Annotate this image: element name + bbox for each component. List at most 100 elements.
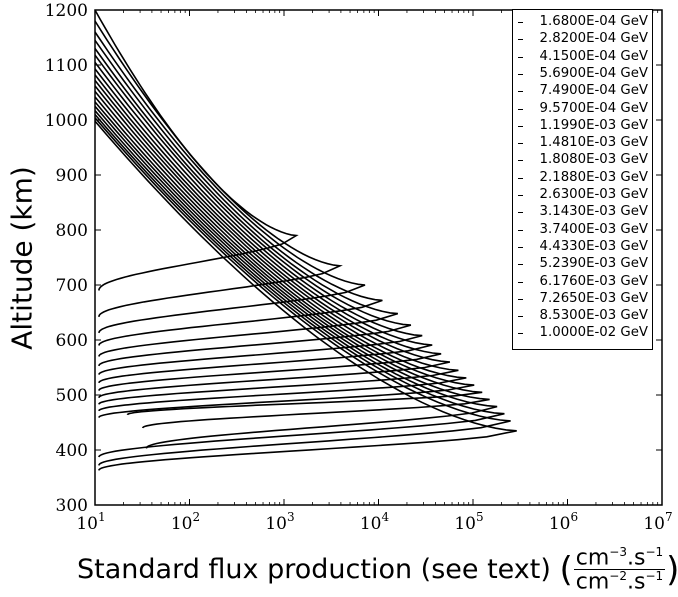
legend-entry: 1.4810E-03 GeV (539, 135, 648, 151)
series-line-16 (94, 110, 498, 449)
legend-line-sample (518, 22, 523, 23)
y-tick-label: 900 (56, 166, 88, 186)
legend-line-sample (518, 333, 523, 335)
x-unit-den-exp2: −1 (645, 569, 664, 584)
series-line-8 (94, 68, 433, 384)
legend-line-sample (518, 298, 523, 300)
x-tick-label: 103 (265, 510, 294, 534)
x-tick-label: 101 (76, 510, 105, 534)
x-tick-label-base: 10 (643, 514, 665, 534)
x-tick-label: 106 (549, 510, 578, 534)
legend-entry: 2.1880E-03 GeV (539, 169, 648, 185)
legend-line-sample (518, 195, 523, 196)
series-line-13 (94, 96, 475, 418)
x-tick-label-exp: 7 (665, 510, 673, 524)
series-line-18 (94, 117, 511, 466)
x-tick-label-exp: 3 (287, 510, 295, 524)
legend-entry: 7.2650E-03 GeV (539, 290, 648, 306)
x-unit-num-exp1: −3 (609, 545, 627, 559)
legend: 1.6800E-04 GeV 2.8200E-04 GeV 4.1500E-04 G… (512, 9, 653, 350)
legend-entry: 2.8200E-04 GeV (539, 31, 648, 47)
legend-line-sample (518, 281, 523, 283)
x-unit-num-s: .s (626, 545, 646, 571)
legend-line-sample (518, 91, 523, 93)
legend-line-sample (518, 246, 523, 248)
y-tick-label: 1200 (45, 1, 88, 21)
legend-line-sample (518, 212, 523, 214)
x-tick-label-base: 10 (360, 514, 382, 534)
x-tick-label-exp: 1 (98, 510, 106, 524)
series-line-5 (94, 48, 399, 357)
x-unit-den-text: cm (575, 569, 610, 595)
series-line-3 (94, 31, 366, 334)
legend-entry: 4.4330E-03 GeV (539, 238, 648, 254)
x-tick-label-base: 10 (454, 514, 476, 534)
x-unit-denominator: cm−2.s−1 (574, 569, 665, 595)
x-unit-den-s: .s (626, 569, 646, 595)
series-line-2 (94, 20, 343, 317)
y-tick-label: 600 (56, 331, 88, 351)
x-tick-label: 107 (643, 510, 672, 534)
legend-line-sample (518, 56, 523, 58)
legend-line-sample (518, 177, 523, 179)
series-line-15 (94, 105, 490, 429)
series-line-7 (94, 61, 423, 375)
x-axis-title: Standard flux production (see text) (77, 554, 551, 586)
legend-entry: 7.4900E-04 GeV (539, 83, 648, 99)
series-line-11 (94, 85, 459, 405)
series-line-4 (94, 39, 383, 346)
x-unit-close-paren: ) (666, 553, 678, 587)
series-line-14 (94, 101, 483, 416)
y-tick-label: 500 (56, 386, 88, 406)
x-unit-den-exp1: −2 (609, 569, 627, 584)
x-axis-title-wrap: Standard flux production (see text) ( cm… (77, 546, 678, 594)
tick-labels: 101 102 103 104 105 106 1073004005006007008009… (45, 1, 673, 534)
legend-entry: 1.8080E-03 GeV (539, 152, 648, 168)
y-tick-label: 300 (56, 496, 88, 516)
legend-entry: 8.5300E-03 GeV (539, 308, 648, 324)
x-tick-label: 104 (360, 510, 390, 534)
legend-line-sample (518, 316, 523, 318)
x-unit-numerator: cm−3.s−1 (573, 545, 666, 571)
legend-entry: 3.7400E-03 GeV (539, 221, 648, 237)
legend-entry: 6.1760E-03 GeV (539, 273, 648, 289)
x-unit-num-text: cm (575, 545, 610, 571)
series-line-17 (94, 113, 505, 458)
series-line-6 (94, 54, 412, 367)
legend-line-sample (518, 125, 523, 127)
series-line-19 (94, 120, 517, 471)
legend-line-sample (518, 39, 523, 41)
x-tick-label-exp: 5 (476, 510, 484, 524)
legend-line-sample (518, 108, 523, 110)
x-tick-label-exp: 2 (193, 510, 201, 524)
y-tick-label: 800 (56, 221, 88, 241)
legend-entry: 2.6300E-03 GeV (539, 187, 648, 202)
legend-entry: 3.1430E-03 GeV (539, 204, 648, 220)
legend-entry: 5.2390E-03 GeV (539, 256, 648, 272)
x-tick-label: 105 (454, 510, 483, 534)
series-line-10 (94, 79, 451, 399)
x-tick-label-base: 10 (76, 514, 98, 534)
x-tick-label-base: 10 (265, 514, 287, 534)
legend-entry: 4.1500E-04 GeV (539, 48, 648, 64)
legend-entry: 5.6900E-04 GeV (539, 65, 648, 81)
legend-line-sample (518, 143, 523, 145)
x-tick-label-exp: 6 (571, 510, 579, 524)
x-tick-label-base: 10 (549, 514, 571, 534)
series-line-1 (94, 9, 299, 291)
legend-line-sample (518, 160, 523, 162)
x-tick-label-base: 10 (171, 514, 193, 534)
legend-line-sample (518, 264, 523, 266)
x-unit-fraction: cm−3.s−1 cm−2.s−1 (573, 545, 666, 595)
y-tick-label: 1100 (45, 56, 88, 76)
series-line-9 (94, 74, 442, 391)
x-unit-open-paren: ( (559, 549, 573, 590)
y-tick-label: 700 (56, 276, 88, 296)
x-tick-label: 102 (171, 510, 200, 534)
y-axis-title: Altitude (km) (5, 166, 39, 350)
legend-line-sample (518, 229, 523, 231)
legend-entry: 9.5700E-04 GeV (539, 100, 648, 116)
legend-line-sample (518, 73, 523, 75)
legend-entry: 1.6800E-04 GeV (539, 14, 648, 29)
